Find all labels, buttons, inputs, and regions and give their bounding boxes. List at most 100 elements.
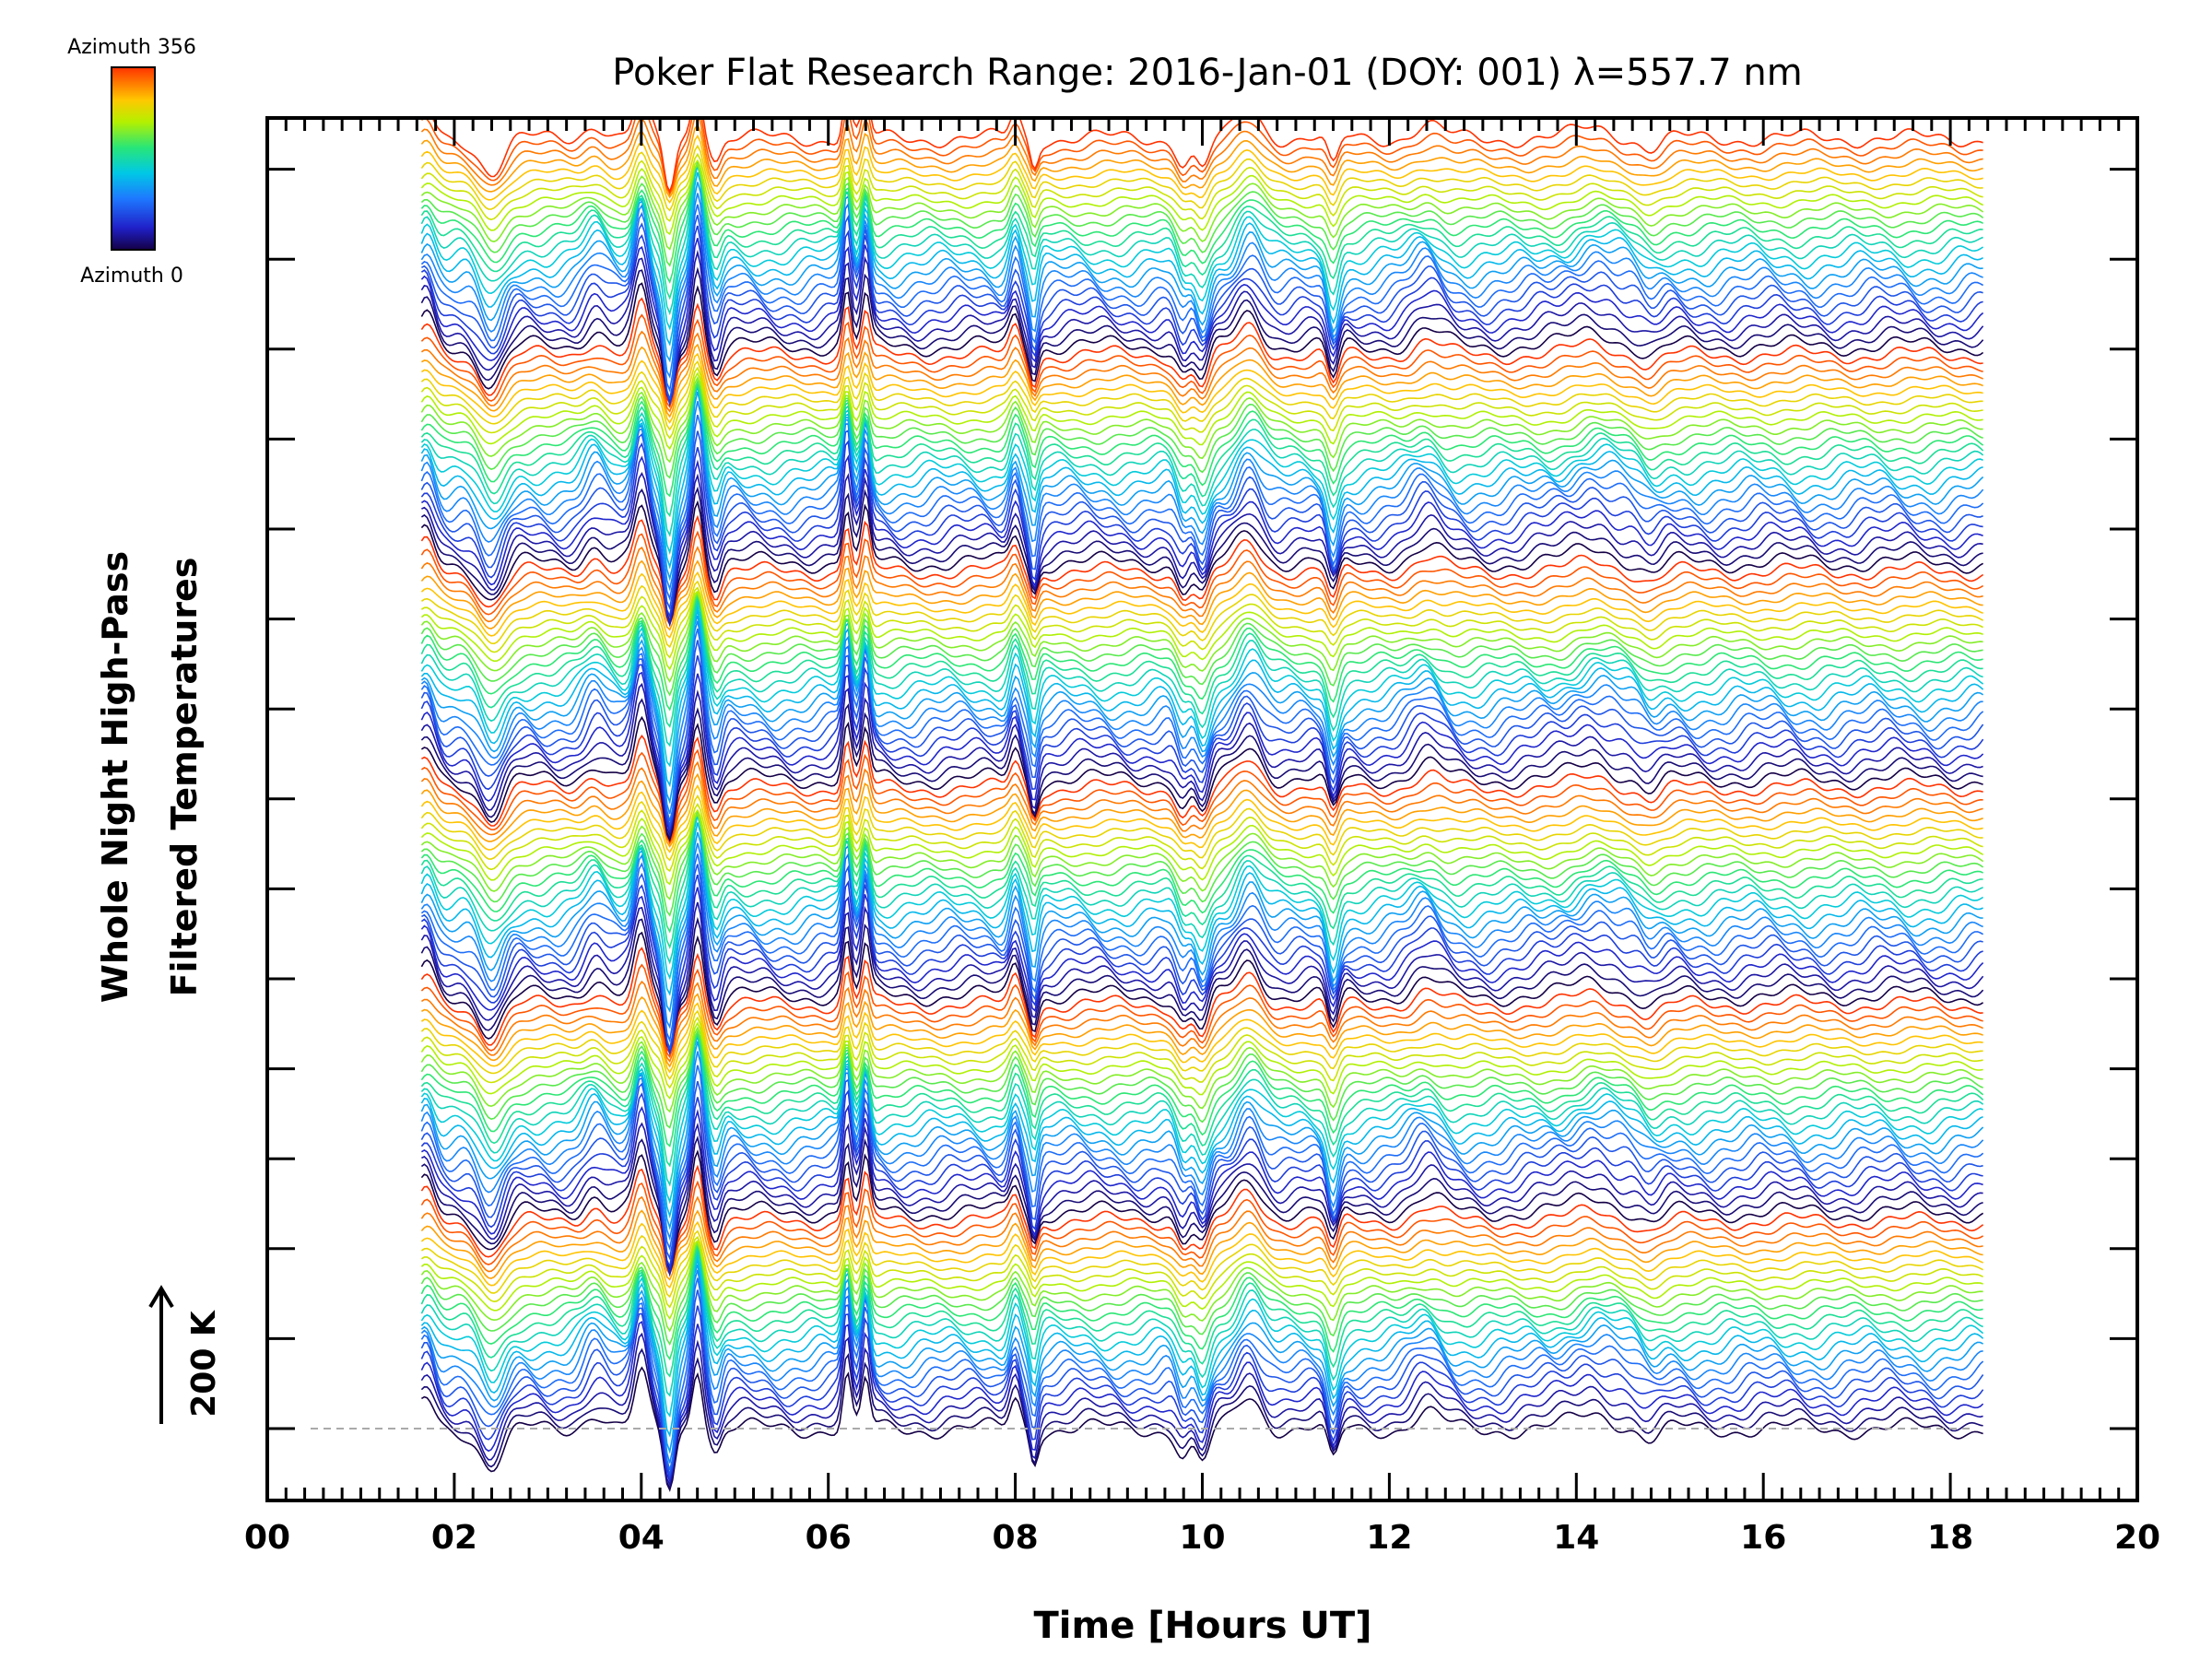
trace-azimuth-line xyxy=(420,901,1984,1054)
trace-azimuth-line xyxy=(420,454,1983,625)
trace-azimuth-line xyxy=(420,748,1983,844)
trace-azimuth-line xyxy=(420,162,1984,251)
trace-azimuth-line xyxy=(421,993,1983,1068)
trace-azimuth-line xyxy=(420,887,1984,1056)
trace-azimuth-line xyxy=(420,514,1984,623)
scale-arrow-head xyxy=(148,1285,174,1309)
trace-azimuth-line xyxy=(420,171,1983,347)
trace-azimuth-line xyxy=(420,947,1983,1055)
trace-azimuth-line xyxy=(420,715,1983,842)
trace-azimuth-line xyxy=(420,1078,1983,1261)
trace-azimuth-line xyxy=(420,486,1983,627)
trace-azimuth-line xyxy=(420,760,1983,845)
trace-azimuth-line xyxy=(420,615,1984,805)
trace-azimuth-line xyxy=(420,202,1983,394)
trace-azimuth-line xyxy=(420,571,1983,639)
trace-azimuth-line xyxy=(420,379,1983,479)
trace-azimuth-line xyxy=(420,671,1984,834)
scale-bar-label: 200 K xyxy=(185,1310,223,1418)
trace-azimuth-line xyxy=(420,134,1983,205)
trace-azimuth-line xyxy=(420,580,1983,649)
trace-azimuth-line xyxy=(420,391,1984,582)
trace-azimuth-line xyxy=(420,282,1984,404)
trace-azimuth-line xyxy=(421,864,1983,1050)
trace-azimuth-line xyxy=(420,297,1983,406)
trace-azimuth-line xyxy=(420,313,1983,408)
trace-azimuth-line xyxy=(420,698,1983,841)
trace-azimuth-line xyxy=(420,590,1983,671)
trace-azimuth-line xyxy=(420,592,1983,697)
trace-azimuth-line xyxy=(420,980,1983,1064)
trace-azimuth-line xyxy=(421,735,1983,843)
trace-azimuth-line xyxy=(420,1245,1983,1378)
trace-azimuth-line xyxy=(420,1321,1984,1484)
trace-azimuth-line xyxy=(420,1065,1984,1252)
trace-azimuth-line xyxy=(420,1002,1983,1074)
trace-azimuth-line xyxy=(420,225,1983,405)
trace-azimuth-line xyxy=(420,371,1983,451)
trace-azimuth-line xyxy=(420,1242,1983,1361)
trace-azimuth-line xyxy=(420,559,1983,631)
trace-azimuth-line xyxy=(420,1035,1983,1219)
trace-azimuth-line xyxy=(420,1030,1983,1129)
x-tick-labels: 00 02 04 06 08 10 12 14 16 18 20 xyxy=(244,1519,2160,1557)
trace-azimuth-line xyxy=(420,249,1984,406)
trace-azimuth-line xyxy=(420,1031,1984,1147)
trace-azimuth-line xyxy=(420,628,1984,822)
trace-azimuth-line xyxy=(420,1009,1983,1081)
trace-azimuth-line xyxy=(420,163,1984,267)
trace-azimuth-line xyxy=(420,1289,1984,1477)
trace-azimuth-line xyxy=(420,1332,1983,1488)
trace-azimuth-line xyxy=(420,591,1983,683)
trace-azimuth-line xyxy=(420,682,1983,837)
scale-bar: 200 K xyxy=(148,1285,223,1424)
trace-azimuth-line xyxy=(420,593,1983,712)
colorbar-top-label: Azimuth 356 xyxy=(67,36,196,59)
trace-azimuth-line xyxy=(420,238,1984,407)
trace-azimuth-line xyxy=(420,604,1984,768)
trace-azimuth-line xyxy=(421,214,1983,400)
trace-azimuth-line xyxy=(420,118,1983,194)
trace-azimuth-line xyxy=(420,1269,1983,1464)
trace-azimuth-line xyxy=(420,182,1983,363)
chart-title: Poker Flat Research Range: 2016-Jan-01 (… xyxy=(612,52,1802,94)
trace-azimuth-line xyxy=(420,803,1983,873)
trace-azimuth-line xyxy=(420,655,1984,831)
trace-azimuth-line xyxy=(421,1122,1983,1277)
colorbar-bottom-label: Azimuth 0 xyxy=(80,265,183,288)
trace-azimuth-line xyxy=(420,1235,1983,1309)
trace-azimuth-line xyxy=(420,401,1984,592)
trace-azimuth-line xyxy=(421,343,1983,418)
trace-azimuth-line xyxy=(420,808,1983,886)
trace-azimuth-line xyxy=(420,1257,1984,1438)
trace-azimuth-line xyxy=(420,530,1983,623)
trace-azimuth-line xyxy=(420,620,1983,815)
trace-azimuth-line xyxy=(420,1239,1983,1321)
trace-azimuth-line xyxy=(420,1164,1984,1272)
traces xyxy=(420,118,1984,1492)
trace-azimuth-line xyxy=(420,1031,1983,1205)
trace-azimuth-line xyxy=(420,594,1983,728)
trace-azimuth-line xyxy=(420,1241,1983,1333)
trace-azimuth-line xyxy=(420,152,1983,222)
trace-azimuth-line xyxy=(420,1021,1983,1100)
trace-azimuth-line xyxy=(420,123,1983,199)
trace-azimuth-line xyxy=(420,794,1983,862)
trace-azimuth-line xyxy=(420,1209,1983,1281)
trace-azimuth-line xyxy=(420,874,1983,1053)
trace-azimuth-line xyxy=(420,809,1983,949)
trace-azimuth-line xyxy=(420,811,1983,934)
x-tick-label: 04 xyxy=(618,1519,665,1557)
y-axis-label-line1: Whole Night High-Pass xyxy=(95,551,135,1003)
trace-azimuth-line xyxy=(420,1305,1984,1481)
trace-azimuth-line xyxy=(420,1264,1983,1454)
colorbar xyxy=(111,66,156,251)
trace-azimuth-line xyxy=(420,1026,1983,1113)
trace-azimuth-line xyxy=(420,160,1983,300)
trace-azimuth-line xyxy=(420,963,1983,1059)
trace-azimuth-line xyxy=(420,1032,1984,1168)
trace-azimuth-line xyxy=(420,1277,1984,1471)
trace-azimuth-line xyxy=(420,586,1983,659)
trace-azimuth-line xyxy=(420,599,1983,747)
